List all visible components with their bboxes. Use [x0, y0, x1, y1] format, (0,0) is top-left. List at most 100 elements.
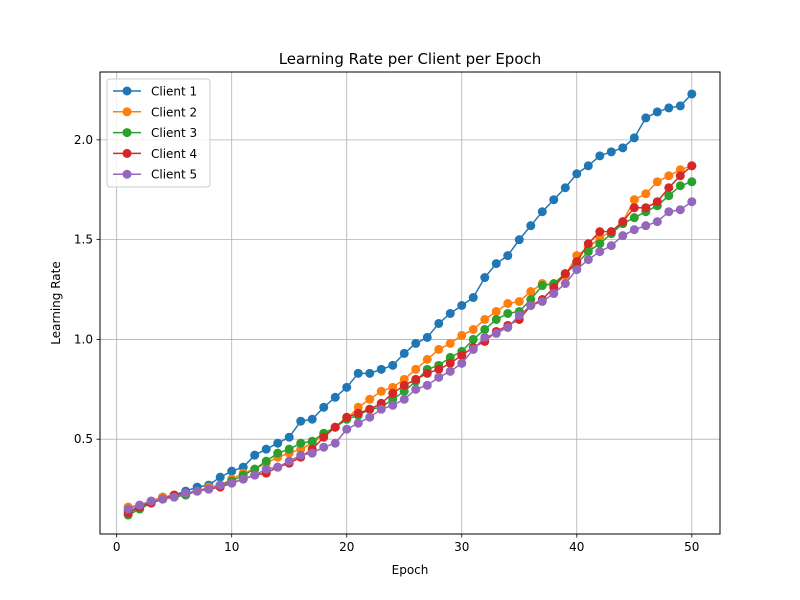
data-point-client-3 [284, 444, 294, 454]
data-point-client-1 [480, 273, 490, 283]
chart-title: Learning Rate per Client per Epoch [279, 50, 542, 68]
y-tick-label: 1.0 [74, 332, 93, 346]
data-point-client-1 [227, 466, 237, 476]
legend-item-client-3: Client 3 [113, 126, 197, 140]
data-point-client-4 [629, 203, 639, 213]
data-point-client-5 [595, 247, 605, 257]
data-point-client-5 [319, 442, 329, 452]
data-point-client-2 [434, 344, 444, 354]
series-client-5 [123, 197, 697, 514]
data-point-client-1 [261, 444, 271, 454]
x-tick-label: 0 [113, 540, 121, 554]
data-point-client-1 [388, 360, 398, 370]
x-axis: 0 10 20 30 40 50 [113, 534, 699, 554]
data-point-client-4 [560, 269, 570, 279]
data-point-client-4 [342, 412, 352, 422]
data-point-client-1 [675, 101, 685, 111]
y-axis-label: Learning Rate [49, 261, 63, 344]
data-point-client-1 [353, 368, 363, 378]
data-point-client-4 [641, 203, 651, 213]
data-point-client-5 [273, 462, 283, 472]
legend-box [106, 78, 211, 188]
data-point-client-4 [618, 217, 628, 227]
data-point-client-5 [629, 225, 639, 235]
data-point-client-2 [664, 171, 674, 181]
y-tick-label: 1.5 [74, 233, 93, 247]
data-point-client-1 [445, 308, 455, 318]
data-point-client-1 [560, 183, 570, 193]
data-point-client-3 [675, 181, 685, 191]
data-point-client-1 [422, 332, 432, 342]
data-point-client-3 [595, 239, 605, 249]
data-point-client-5 [307, 448, 317, 458]
data-point-client-3 [468, 334, 478, 344]
data-point-client-1 [503, 251, 513, 261]
data-point-client-1 [215, 472, 225, 482]
data-point-client-1 [342, 382, 352, 392]
data-point-client-3 [664, 191, 674, 201]
data-point-client-2 [457, 330, 467, 340]
data-point-client-2 [526, 287, 536, 297]
data-point-client-1 [284, 432, 294, 442]
data-point-client-5 [675, 205, 685, 215]
data-point-client-5 [376, 404, 386, 414]
data-point-client-5 [330, 438, 340, 448]
data-point-client-2 [514, 297, 524, 307]
data-point-client-1 [526, 221, 536, 231]
data-point-client-5 [572, 265, 582, 275]
legend-marker [122, 169, 132, 179]
data-point-client-2 [468, 324, 478, 334]
data-point-client-5 [342, 424, 352, 434]
data-point-client-1 [330, 392, 340, 402]
data-point-client-5 [503, 322, 513, 332]
data-point-client-4 [606, 227, 616, 237]
data-point-client-4 [457, 350, 467, 360]
y-tick-label: 2.0 [74, 133, 93, 147]
data-point-client-4 [353, 408, 363, 418]
data-point-client-5 [158, 494, 168, 504]
data-point-client-4 [411, 374, 421, 384]
data-point-client-1 [250, 450, 260, 460]
data-point-client-1 [457, 300, 467, 310]
data-point-client-4 [572, 257, 582, 267]
data-point-client-5 [296, 450, 306, 460]
data-point-client-1 [468, 293, 478, 303]
legend-item-client-2: Client 2 [113, 105, 197, 119]
data-point-client-5 [468, 344, 478, 354]
y-axis: 0.5 1.0 1.5 2.0 [74, 133, 100, 446]
data-point-client-3 [307, 436, 317, 446]
data-point-client-1 [606, 147, 616, 157]
data-point-client-5 [146, 496, 156, 506]
legend-item-client-4: Client 4 [113, 147, 197, 161]
data-point-client-5 [261, 464, 271, 474]
data-point-client-2 [652, 177, 662, 187]
data-point-client-5 [250, 470, 260, 480]
data-point-client-3 [480, 324, 490, 334]
data-point-client-4 [330, 422, 340, 432]
data-point-client-3 [537, 281, 547, 291]
data-point-client-5 [445, 366, 455, 376]
data-point-client-2 [491, 306, 501, 316]
legend-label: Client 3 [151, 126, 197, 140]
data-point-client-4 [687, 161, 697, 171]
data-point-client-5 [583, 255, 593, 265]
data-point-client-5 [353, 418, 363, 428]
data-point-client-1 [595, 151, 605, 161]
data-point-client-1 [664, 103, 674, 113]
data-point-client-5 [399, 394, 409, 404]
data-point-client-5 [491, 328, 501, 338]
data-point-client-2 [376, 386, 386, 396]
data-point-client-4 [664, 183, 674, 193]
data-point-client-5 [135, 500, 145, 510]
data-point-client-2 [365, 394, 375, 404]
data-point-client-5 [238, 474, 248, 484]
data-point-client-4 [445, 358, 455, 368]
data-point-client-4 [399, 380, 409, 390]
series-layer [123, 89, 697, 520]
data-point-client-5 [537, 297, 547, 307]
x-tick-label: 20 [339, 540, 354, 554]
legend-label: Client 4 [151, 147, 197, 161]
data-point-client-1 [399, 348, 409, 358]
data-point-client-5 [687, 197, 697, 207]
data-point-client-5 [284, 456, 294, 466]
